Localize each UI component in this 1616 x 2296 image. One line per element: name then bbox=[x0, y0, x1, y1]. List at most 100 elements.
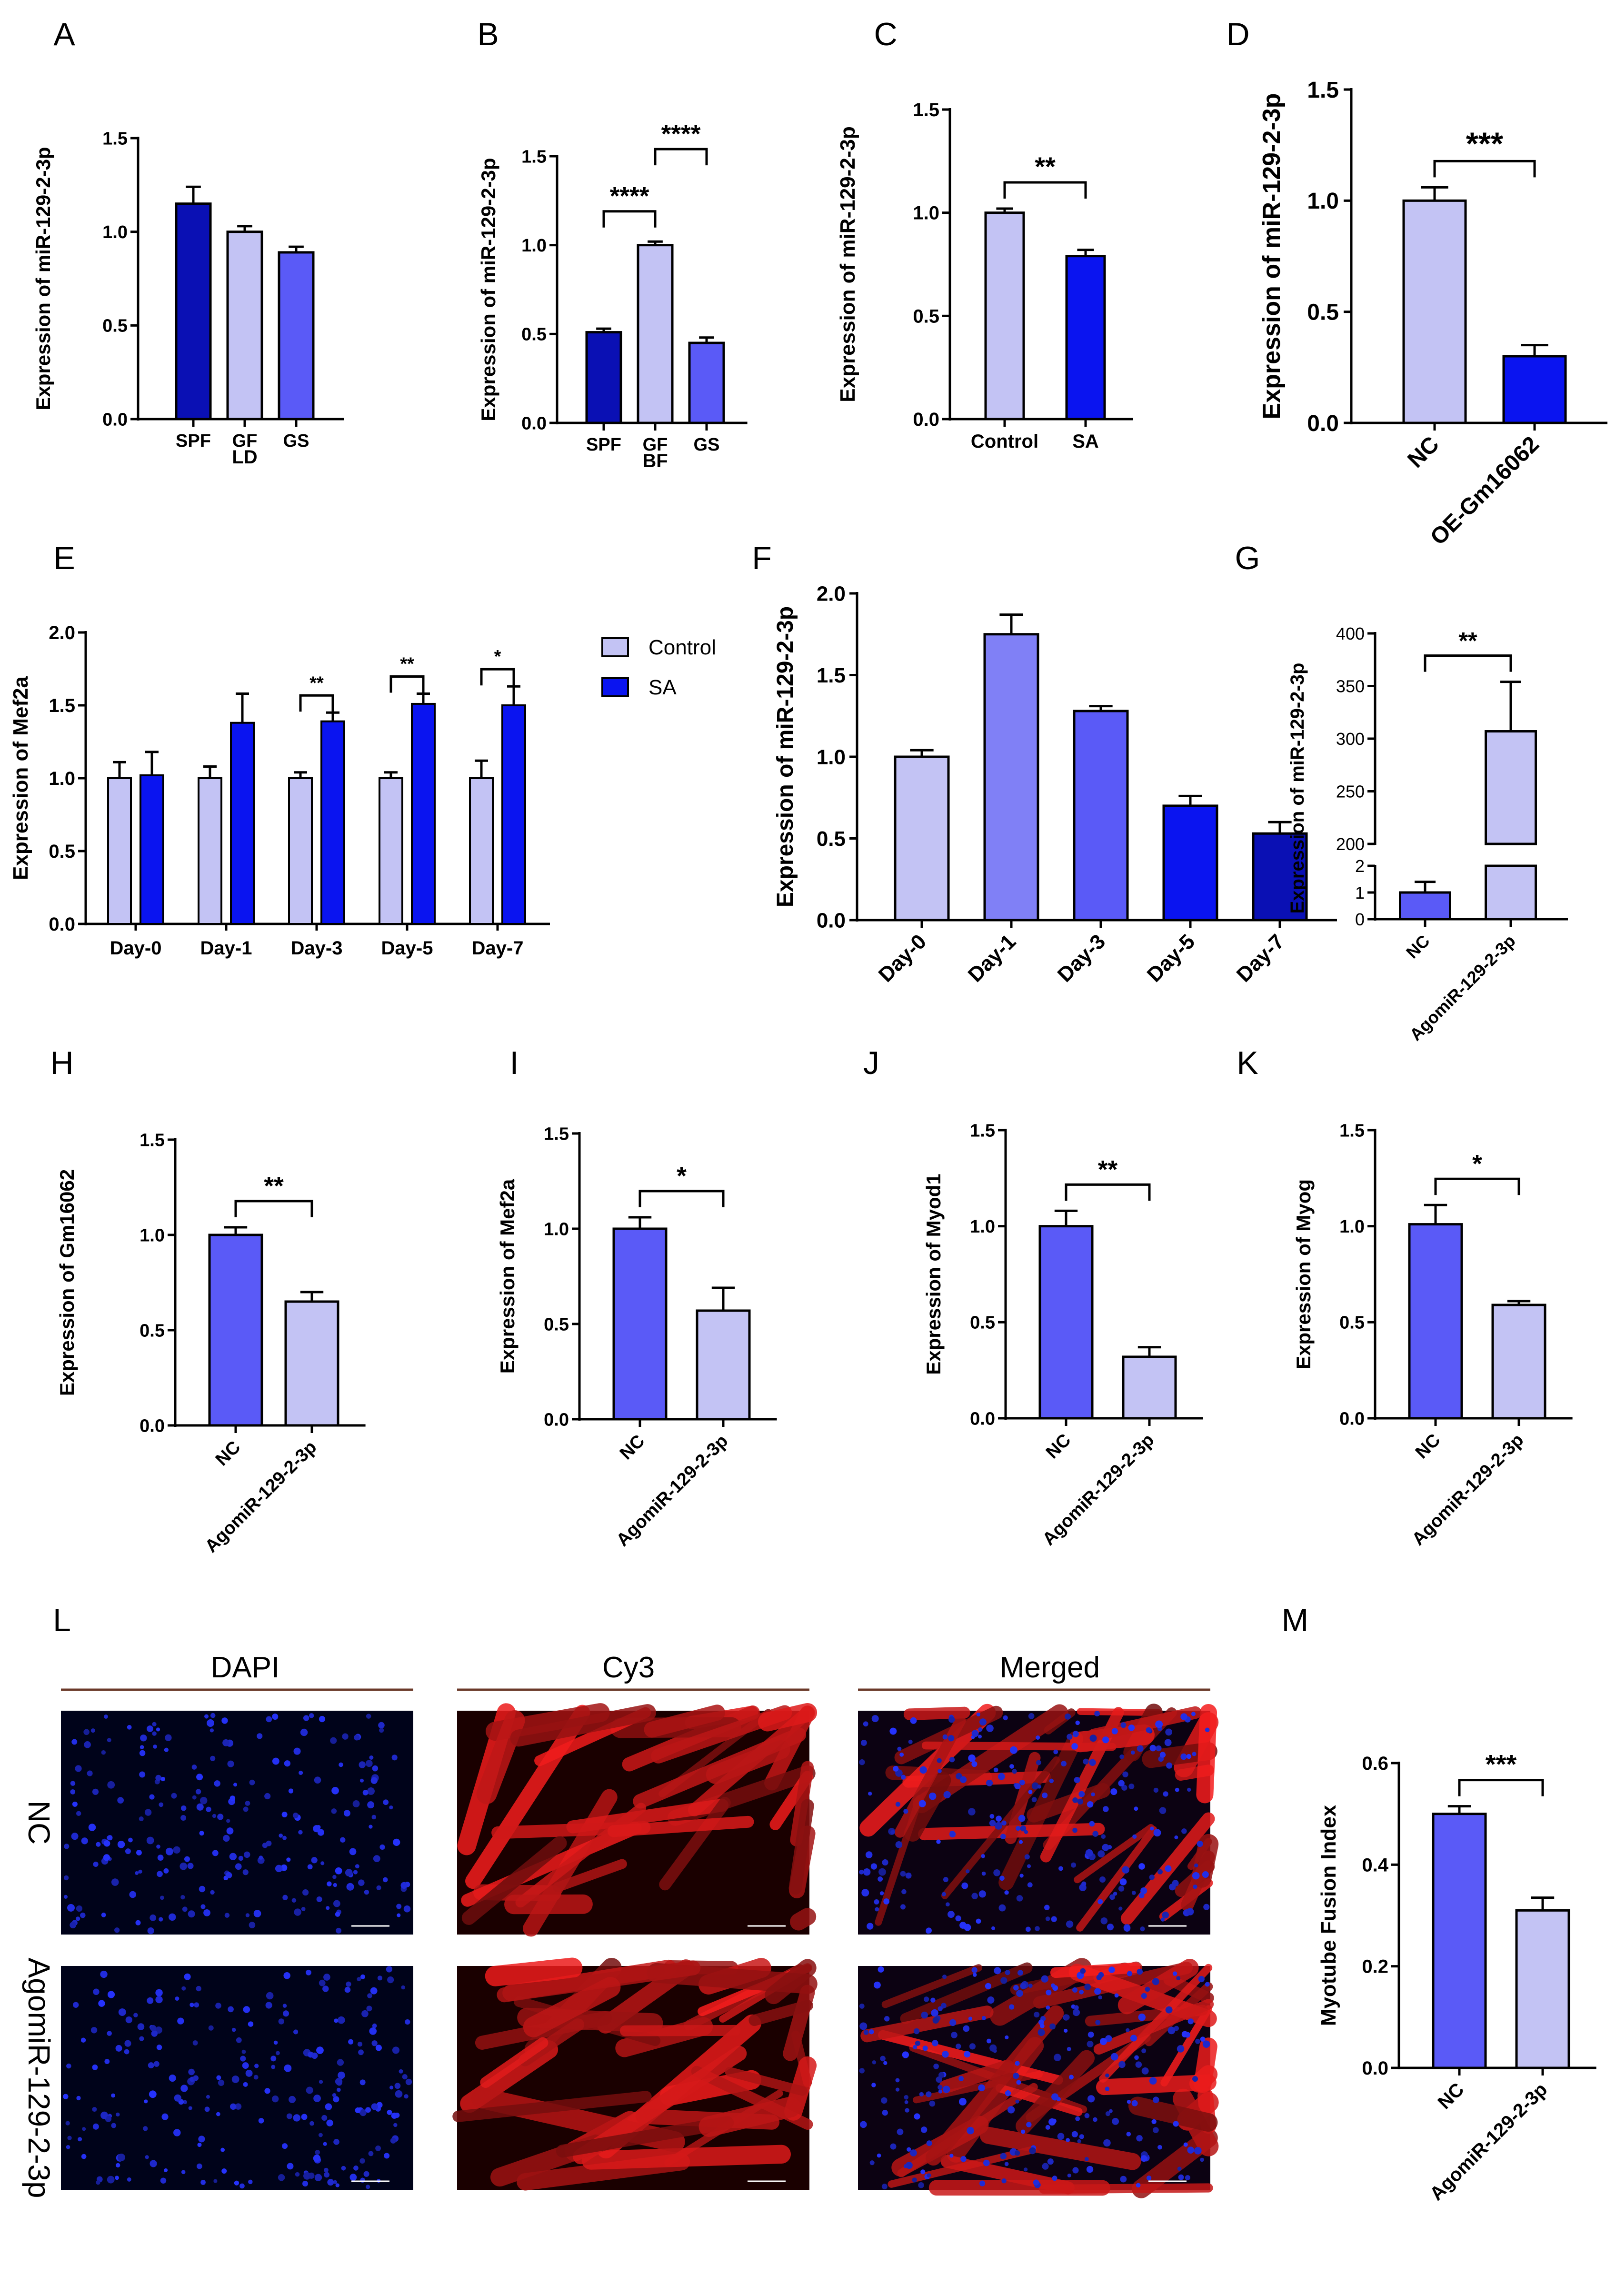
y-tick-label: 350 bbox=[1336, 677, 1365, 696]
nucleus-dot bbox=[1004, 1890, 1009, 1895]
nucleus-dot bbox=[1164, 1739, 1172, 1746]
nucleus-dot bbox=[370, 1987, 378, 1995]
nucleus-dot bbox=[366, 2185, 370, 2189]
nucleus-dot bbox=[161, 2113, 169, 2120]
nucleus-dot bbox=[367, 1801, 375, 1809]
y-tick-label: 0.4 bbox=[1362, 1855, 1388, 1875]
nucleus-dot bbox=[1163, 1791, 1168, 1797]
nucleus-dot bbox=[345, 1869, 353, 1876]
nucleus-dot bbox=[863, 2030, 869, 2035]
y-tick-label: 0.0 bbox=[1307, 411, 1339, 436]
nucleus-dot bbox=[1134, 1806, 1138, 1811]
nucleus-dot bbox=[1024, 1830, 1028, 1834]
nucleus-dot bbox=[1016, 1895, 1023, 1902]
y-tick-label: 0.0 bbox=[140, 1416, 165, 1436]
nucleus-dot bbox=[1016, 1990, 1023, 1997]
column-header: DAPI bbox=[211, 1651, 280, 1684]
nucleus-dot bbox=[871, 2083, 876, 2087]
nucleus-dot bbox=[340, 1837, 346, 1843]
panel-letter-j: J bbox=[863, 1045, 879, 1081]
nucleus-dot bbox=[859, 2022, 868, 2030]
nucleus-dot bbox=[895, 2078, 900, 2083]
nucleus-dot bbox=[968, 1808, 976, 1815]
nucleus-dot bbox=[971, 1967, 978, 1973]
nucleus-dot bbox=[1095, 2020, 1101, 2025]
nucleus-dot bbox=[1181, 1828, 1187, 1834]
myotube-signal bbox=[939, 2059, 1014, 2094]
nucleus-dot bbox=[1092, 1831, 1098, 1837]
panel-g-chart: 012200250300350400NCAgomiR-129-2-3p**Exp… bbox=[1287, 624, 1568, 1044]
nucleus-dot bbox=[1128, 1783, 1135, 1789]
x-tick-label: Day-1 bbox=[964, 930, 1020, 986]
legend-label: SA bbox=[648, 676, 677, 699]
myotube-signal bbox=[461, 1836, 567, 1925]
nucleus-dot bbox=[1202, 2040, 1210, 2048]
nucleus-dot bbox=[1137, 1745, 1144, 1752]
nucleus-dot bbox=[1127, 2100, 1131, 2104]
significance-bracket bbox=[654, 148, 708, 166]
nucleus-dot bbox=[1089, 1821, 1095, 1827]
nucleus-dot bbox=[901, 1775, 906, 1780]
nucleus-dot bbox=[1165, 1728, 1173, 1736]
nucleus-dot bbox=[376, 1885, 381, 1890]
nucleus-dot bbox=[884, 2016, 890, 2022]
nucleus-dot bbox=[188, 2106, 192, 2110]
nucleus-dot bbox=[1150, 1826, 1154, 1831]
nucleus-dot bbox=[206, 1806, 211, 1812]
nucleus-dot bbox=[88, 1824, 96, 1831]
nucleus-dot bbox=[1009, 1764, 1014, 1769]
nucleus-dot bbox=[991, 1926, 996, 1930]
nucleus-dot bbox=[245, 1801, 250, 1806]
nucleus-dot bbox=[881, 2097, 888, 2104]
significance-label: ** bbox=[1098, 1155, 1118, 1183]
nucleus-dot bbox=[316, 1896, 322, 1902]
nucleus-dot bbox=[144, 2099, 148, 2104]
nucleus-dot bbox=[1013, 1985, 1019, 1991]
x-tick-label: Day-7 bbox=[1232, 930, 1289, 986]
nucleus-dot bbox=[156, 1727, 160, 1732]
nucleus-dot bbox=[200, 2180, 206, 2185]
nucleus-dot bbox=[403, 1905, 411, 1913]
nucleus-dot bbox=[1045, 2125, 1050, 2130]
nucleus-dot bbox=[1072, 1987, 1078, 1993]
y-tick-label: 1.0 bbox=[140, 1225, 165, 1245]
nucleus-dot bbox=[240, 2055, 246, 2062]
nucleus-dot bbox=[395, 2090, 403, 2098]
nucleus-dot bbox=[1102, 1736, 1109, 1744]
nucleus-dot bbox=[936, 2076, 942, 2083]
nucleus-dot bbox=[1118, 1780, 1125, 1787]
nucleus-dot bbox=[276, 2051, 280, 2055]
nucleus-dot bbox=[981, 1854, 985, 1858]
nucleus-dot bbox=[874, 1899, 879, 1905]
nucleus-dot bbox=[319, 1715, 326, 1723]
nucleus-dot bbox=[90, 1728, 95, 1733]
nucleus-dot bbox=[359, 1761, 366, 1768]
nucleus-dot bbox=[1135, 2061, 1142, 2068]
bar bbox=[1073, 710, 1129, 922]
nucleus-dot bbox=[370, 1777, 378, 1784]
nucleus-dot bbox=[1019, 1779, 1025, 1785]
nucleus-dot bbox=[333, 2180, 338, 2184]
myotube-signal bbox=[644, 1704, 725, 1738]
bar bbox=[198, 777, 222, 925]
nucleus-dot bbox=[107, 1781, 115, 1789]
nucleus-dot bbox=[1185, 2175, 1190, 2181]
nucleus-dot bbox=[383, 1877, 388, 1883]
nucleus-dot bbox=[1198, 1975, 1205, 1983]
nucleus-dot bbox=[107, 2176, 115, 2184]
nucleus-dot bbox=[1085, 1849, 1093, 1857]
nucleus-dot bbox=[234, 2180, 239, 2186]
nucleus-dot bbox=[118, 2008, 126, 2016]
significance-label: ** bbox=[264, 1172, 284, 1200]
nucleus-dot bbox=[133, 2013, 138, 2018]
nucleus-dot bbox=[914, 2113, 920, 2120]
nucleus-dot bbox=[226, 1827, 234, 1835]
nucleus-dot bbox=[920, 2169, 926, 2175]
x-tick-label: GF bbox=[232, 431, 258, 451]
nucleus-dot bbox=[101, 1750, 106, 1755]
nucleus-dot bbox=[324, 2172, 329, 2178]
nucleus-dot bbox=[863, 1721, 868, 1727]
nucleus-dot bbox=[1025, 1926, 1031, 1932]
nucleus-dot bbox=[153, 2061, 160, 2067]
nucleus-dot bbox=[145, 2155, 149, 2159]
